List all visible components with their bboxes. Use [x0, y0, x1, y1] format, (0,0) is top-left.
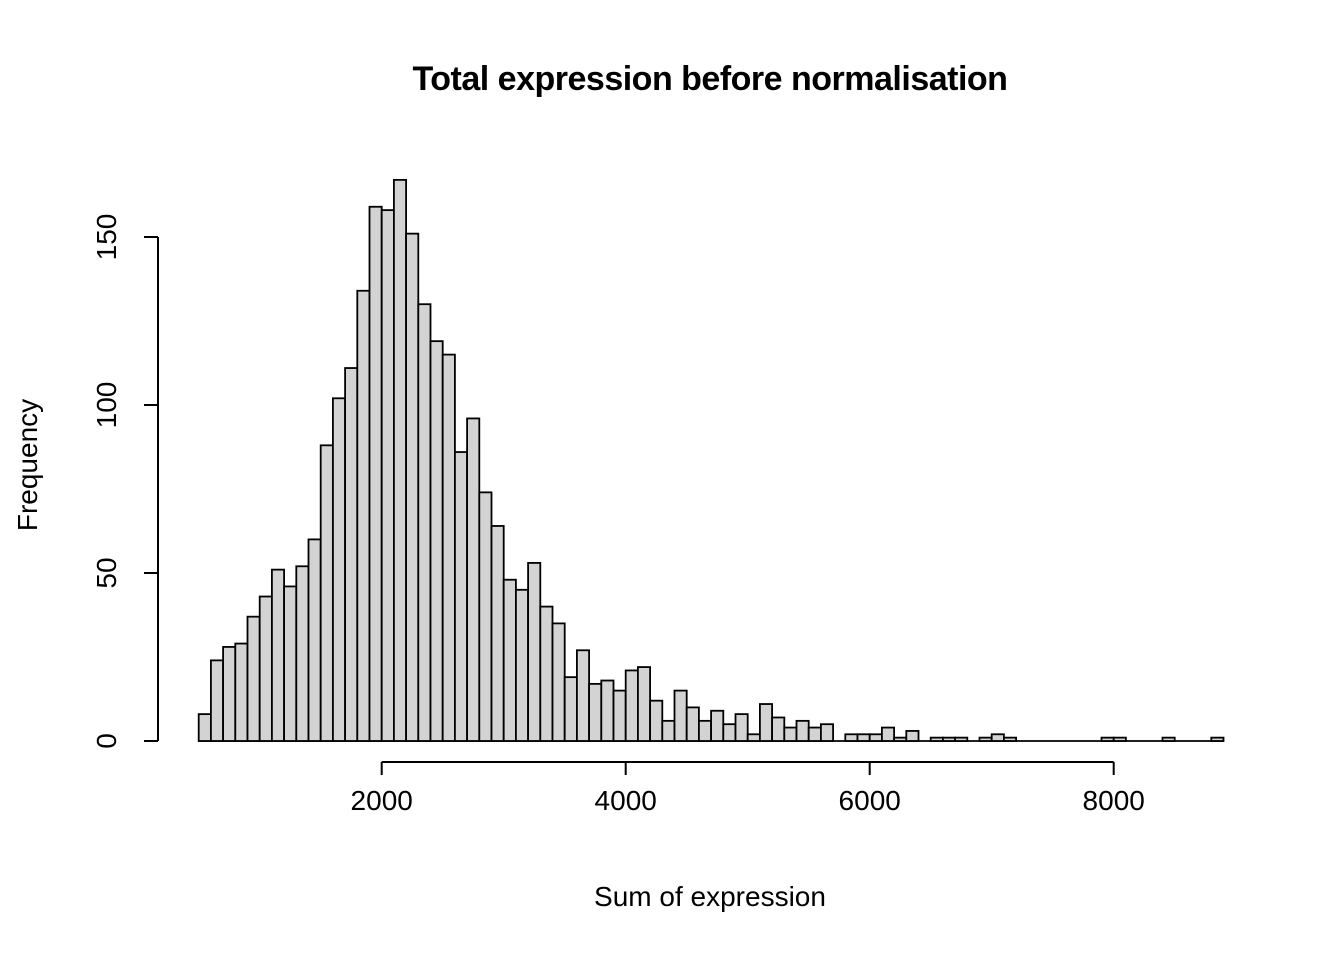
- histogram-bar: [1100, 736, 1115, 742]
- histogram-bar: [868, 733, 883, 742]
- histogram-bar: [563, 676, 578, 742]
- histogram-bar: [234, 642, 249, 742]
- y-tick-label: 50: [91, 557, 122, 588]
- histogram-bar: [905, 730, 920, 742]
- histogram-bar: [576, 649, 591, 742]
- histogram-bar: [380, 209, 395, 742]
- histogram-bar: [246, 615, 261, 742]
- histogram-bar: [441, 353, 456, 742]
- histogram-bar: [649, 699, 664, 742]
- x-tick-label: 6000: [839, 785, 901, 816]
- histogram-bar: [1003, 736, 1018, 742]
- y-tick-label: 100: [91, 382, 122, 429]
- histogram-bar: [978, 736, 993, 742]
- histogram-bar: [392, 178, 407, 742]
- histogram-bar: [637, 666, 652, 742]
- histogram-bar: [881, 726, 896, 742]
- histogram-bar: [368, 205, 383, 742]
- histogram-bar: [1161, 736, 1176, 742]
- histogram-bar: [197, 713, 212, 742]
- histogram-bar: [734, 713, 749, 742]
- histogram-bar: [795, 719, 810, 742]
- histogram-bar: [893, 736, 908, 742]
- histogram-bar: [319, 444, 334, 742]
- histogram-bar: [466, 417, 481, 742]
- histogram-bar: [539, 605, 554, 742]
- histogram-bar: [710, 709, 725, 742]
- histogram-bar: [356, 289, 371, 742]
- histogram-bar: [429, 340, 444, 742]
- histogram-bar: [807, 726, 822, 742]
- histogram-bar: [954, 736, 969, 742]
- histogram-bar: [283, 585, 298, 742]
- histogram-bar: [624, 669, 639, 742]
- histogram-bar: [417, 303, 432, 742]
- histogram-bar: [820, 723, 835, 742]
- y-tick-label: 150: [91, 214, 122, 261]
- histogram-bar: [771, 716, 786, 742]
- histogram-bar: [270, 568, 285, 742]
- histogram-bar: [1112, 736, 1127, 742]
- x-tick-label: 8000: [1083, 785, 1145, 816]
- histogram-bar: [1210, 736, 1225, 742]
- histogram-bar: [673, 689, 688, 742]
- histogram-bar: [515, 588, 530, 742]
- histogram-bar: [990, 733, 1005, 742]
- histogram-bar: [612, 689, 627, 742]
- histogram-bar: [502, 578, 517, 742]
- chart-title: Total expression before normalisation: [412, 60, 1008, 98]
- histogram-bar: [209, 659, 224, 742]
- x-tick-label: 4000: [595, 785, 657, 816]
- histogram-bar: [527, 562, 542, 742]
- histogram-bar: [490, 525, 505, 742]
- histogram-bar: [685, 706, 700, 742]
- histogram-bar: [929, 736, 944, 742]
- histogram-bar: [600, 679, 615, 742]
- histogram-bar: [295, 565, 310, 742]
- histogram-bar: [405, 232, 420, 742]
- x-tick-label: 2000: [351, 785, 413, 816]
- histogram-bar: [344, 367, 359, 742]
- histogram-bar: [783, 726, 798, 742]
- histogram-bar: [331, 397, 346, 742]
- histogram-bar: [222, 646, 237, 742]
- histogram-bar: [722, 723, 737, 742]
- x-axis-label: Sum of expression: [594, 881, 826, 912]
- histogram-bar: [844, 733, 859, 742]
- histogram-bar: [746, 733, 761, 742]
- histogram-bar: [759, 703, 774, 742]
- y-tick-label: 0: [91, 733, 122, 749]
- histogram-bar: [453, 451, 468, 742]
- histogram-bar: [588, 682, 603, 742]
- histogram-bar: [551, 622, 566, 742]
- histogram-bar: [698, 719, 713, 742]
- histogram-bar: [942, 736, 957, 742]
- histogram-bar: [856, 733, 871, 742]
- histogram-bar: [258, 595, 273, 742]
- histogram-bar: [307, 538, 322, 742]
- histogram-bar: [661, 719, 676, 742]
- histogram-bar: [478, 491, 493, 742]
